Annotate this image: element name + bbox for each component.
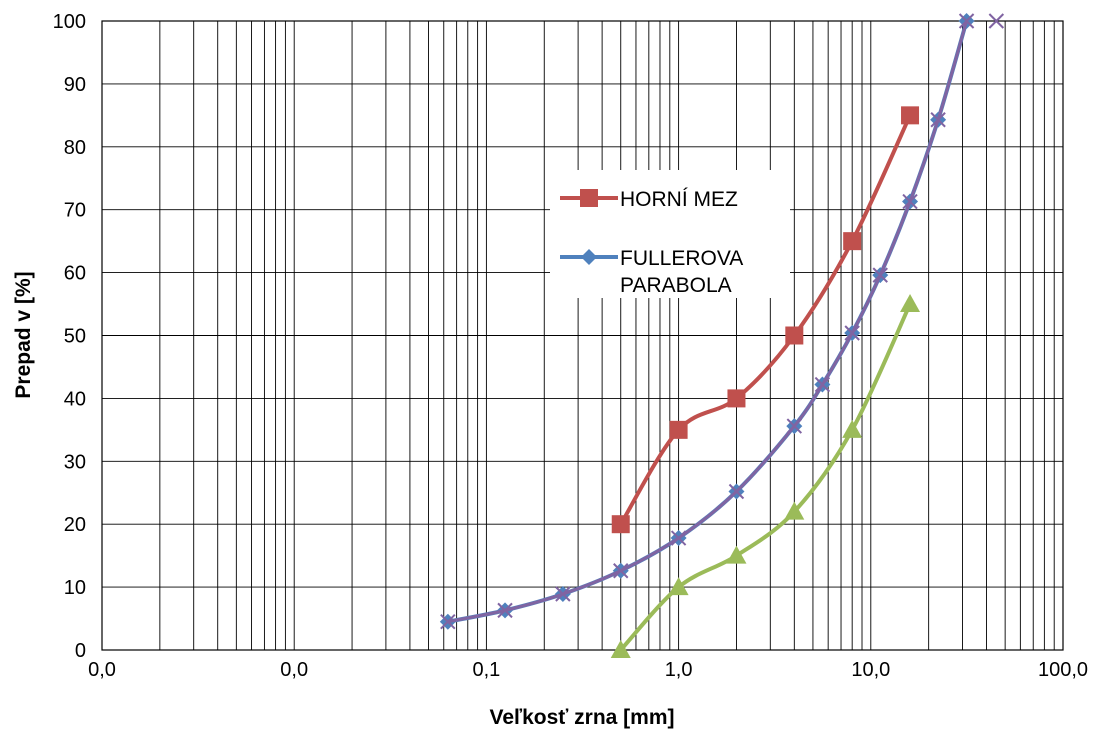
series-green-series [610,294,921,658]
data-point [843,232,862,251]
data-point [669,420,688,439]
data-point [900,294,921,313]
data-point [814,376,831,393]
data-point [555,586,571,602]
y-tick-label: 70 [64,200,86,222]
data-point [613,563,629,579]
series-horni-mez [611,106,920,534]
data-point [930,112,946,128]
data-point [497,602,513,619]
y-tick-label: 20 [64,514,86,536]
y-axis-tick-labels: 0 10 20 30 40 50 60 70 80 90 100 [53,11,86,662]
data-point [901,106,920,125]
data-point [611,515,630,534]
series-layer [439,13,1005,658]
data-point [902,193,918,210]
y-tick-label: 100 [53,11,86,33]
x-tick-label: 0,1 [472,659,500,681]
x-axis-tick-labels: 0,0 0,0 0,1 1,0 10,0 100,0 [88,659,1088,681]
data-point [440,613,456,630]
y-axis-title: Prepad v [%] [12,271,35,398]
data-point [786,418,803,434]
x-tick-label: 0,0 [280,659,308,681]
legend: HORNÍ MEZ FULLEROVA PARABOLA [550,170,790,298]
legend-marker-horni-mez [580,189,598,207]
data-point [728,483,745,500]
y-tick-label: 50 [64,326,86,348]
data-point [784,501,805,520]
plot-area-border [101,20,1064,651]
data-point [610,640,631,658]
data-point [842,419,863,438]
data-point [872,267,888,283]
series-line [447,20,969,624]
data-point [958,13,975,29]
data-point [726,545,747,564]
x-tick-label: 100,0 [1038,659,1088,681]
series-line [619,303,912,652]
series-line [619,114,912,526]
y-tick-label: 60 [64,263,86,285]
series-line [447,20,969,624]
data-point [727,389,746,408]
legend-label-fullerova-parabola-line2: PARABOLA [620,274,732,297]
legend-label-fullerova-parabola: FULLEROVA [620,247,743,270]
x-axis-title: Veľkosť zrna [mm] [489,706,674,729]
y-tick-label: 30 [64,451,86,473]
y-tick-label: 10 [64,577,86,599]
x-tick-label: 10,0 [851,659,890,681]
series-fullerova-parabola [439,13,975,630]
x-tick-label: 0,0 [88,659,116,681]
legend-label-horni-mez: HORNÍ MEZ [620,188,738,211]
x-tick-label: 1,0 [665,659,693,681]
y-tick-label: 90 [64,74,86,96]
y-tick-label: 0 [75,640,86,662]
legend-marker-fullerova-parabola [581,249,597,265]
data-point [844,325,860,341]
y-tick-label: 80 [64,137,86,159]
data-point [785,326,804,345]
y-tick-label: 40 [64,388,86,410]
series-purple-series [440,13,1005,630]
data-point [670,530,687,546]
data-point [668,577,689,596]
data-point [988,13,1005,29]
